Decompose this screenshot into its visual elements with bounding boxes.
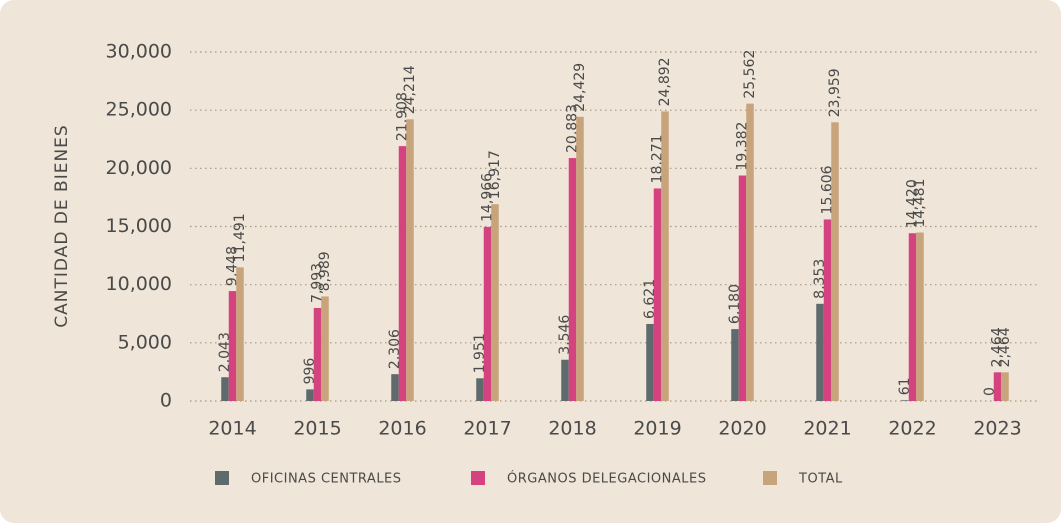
y-tick-label: 0 [160,390,172,412]
bar [731,329,739,401]
bar [653,188,662,401]
y-tick-label: 15,000 [106,215,172,237]
bar [1001,372,1009,401]
bar [646,323,654,401]
bar [321,296,329,401]
bar [901,400,909,401]
value-label: 25,562 [742,50,758,99]
value-label: 24,429 [572,63,588,112]
legend-label: TOTAL [798,472,843,487]
value-label: 2,464 [990,327,1006,367]
legend-swatch [763,471,777,485]
value-label: 14,481 [912,179,928,228]
value-label: 23,959 [827,68,843,117]
y-tick-label: 30,000 [106,41,172,63]
x-tick-label: 2018 [548,418,596,440]
value-label: 24,214 [402,65,418,114]
legend-label: ÓRGANOS DELEGACIONALES [507,471,706,487]
x-tick-label: 2019 [633,418,681,440]
value-label: 24,892 [657,57,673,106]
x-tick-label: 2023 [973,418,1021,440]
value-label: 8,989 [317,251,333,291]
value-label: 2,464 [997,327,1013,367]
value-label: 7,993 [310,263,326,303]
x-tick-label: 2016 [378,418,426,440]
x-tick-label: 2017 [463,418,511,440]
bar [391,374,399,401]
bar [746,103,754,402]
bar [916,232,924,401]
value-label: 0 [982,387,998,396]
bar [993,372,1002,401]
bar [816,303,824,401]
x-tick-label: 2021 [803,418,851,440]
x-tick-label: 2022 [888,418,936,440]
bar [908,233,917,401]
value-label: 14,420 [905,179,921,228]
bar [561,359,569,401]
bar [398,146,407,401]
bar [661,111,669,401]
bar [221,377,229,401]
y-tick-label: 25,000 [106,99,172,121]
x-tick-label: 2020 [718,418,766,440]
bar [406,119,414,402]
bar [738,175,747,401]
bar [568,158,577,401]
x-tick-label: 2015 [293,418,341,440]
bar [483,226,492,401]
legend-label: OFICINAS CENTRALES [251,472,402,487]
y-tick-label: 5,000 [118,331,172,353]
bar [313,308,322,401]
bar [823,219,832,401]
bar [831,122,839,401]
legend-swatch [215,471,229,485]
y-axis-label: CANTIDAD DE BIENES [52,124,72,327]
bar [491,204,499,401]
bar [228,291,237,401]
x-tick-label: 2014 [208,418,256,440]
bar [236,267,244,401]
value-label: 11,491 [232,213,248,262]
bar [306,389,314,401]
legend-swatch [471,471,485,485]
bar [476,378,484,401]
value-label: 16,917 [487,150,503,199]
y-tick-label: 10,000 [106,273,172,295]
bar [576,116,584,402]
y-tick-label: 20,000 [106,157,172,179]
